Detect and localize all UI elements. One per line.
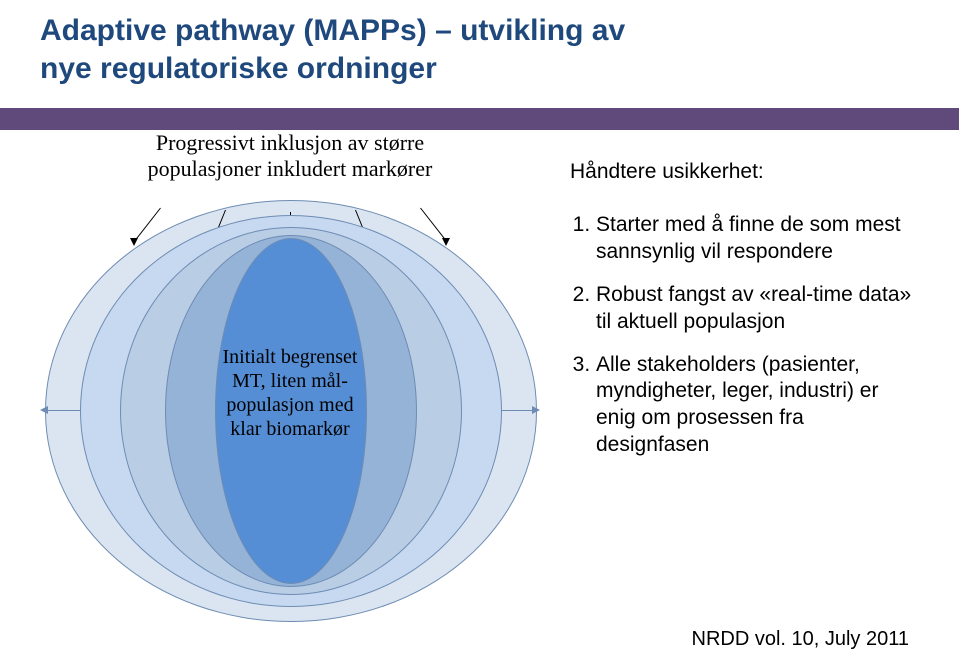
- uncertainty-column: Håndtere usikkerhet: Starter med å finne…: [570, 160, 920, 475]
- expansion-arrow-right-head: [532, 406, 540, 414]
- inner-population-label: Initialt begrenset MT, liten mål-populas…: [210, 345, 370, 441]
- pointer-head: [130, 238, 138, 246]
- slide-title: Adaptive pathway (MAPPs) – utvikling av …: [40, 12, 640, 87]
- slide: Adaptive pathway (MAPPs) – utvikling av …: [0, 0, 959, 671]
- population-diagram: Progressivt inklusjon av større populasj…: [40, 120, 540, 560]
- outer-population-label: Progressivt inklusjon av større populasj…: [130, 130, 450, 183]
- pointer-head: [442, 238, 450, 246]
- uncertainty-list: Starter med å finne de som mest sannsynl…: [570, 212, 920, 459]
- uncertainty-item: Starter med å finne de som mest sannsynl…: [596, 212, 920, 266]
- footer-citation: NRDD vol. 10, July 2011: [692, 628, 910, 651]
- uncertainty-item: Alle stakeholders (pasienter, myndighete…: [596, 352, 920, 460]
- uncertainty-header: Håndtere usikkerhet:: [570, 160, 920, 184]
- expansion-arrow-left-head: [40, 406, 48, 414]
- uncertainty-item: Robust fangst av «real-time data» til ak…: [596, 282, 920, 336]
